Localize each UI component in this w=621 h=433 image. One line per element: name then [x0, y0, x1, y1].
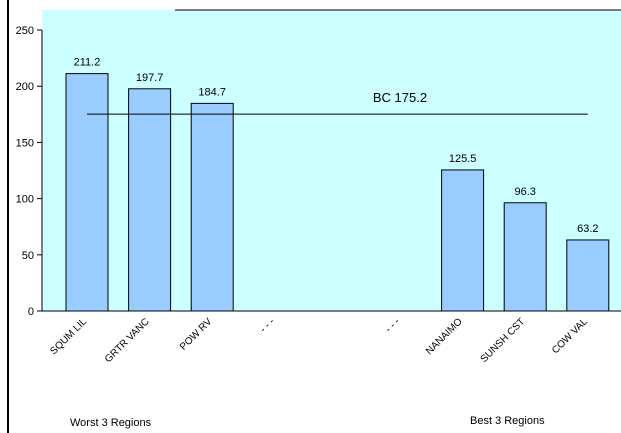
- data-label: 184.7: [198, 86, 226, 98]
- footnote: Worst 3 Regions: [70, 417, 152, 429]
- bar: [566, 239, 610, 312]
- data-label: 197.7: [136, 72, 164, 84]
- x-tick-label: SUNSH CST: [479, 316, 528, 365]
- y-tick-label: 100: [16, 194, 34, 206]
- data-label: 125.5: [449, 153, 477, 165]
- y-tick-label: 50: [22, 250, 34, 262]
- y-tick-label: 250: [16, 25, 34, 37]
- bar: [65, 73, 109, 312]
- x-tick-label: - - -: [258, 316, 277, 335]
- x-tick-label: COW VAL: [550, 316, 590, 356]
- x-tick-label: POW RV: [178, 316, 215, 353]
- x-tick-label: GRTR VANC: [103, 316, 152, 365]
- y-tick-label: 150: [16, 137, 34, 149]
- bar: [441, 169, 485, 312]
- x-tick-label: - - -: [383, 316, 402, 335]
- data-label: 63.2: [577, 223, 598, 235]
- bar: [503, 202, 547, 312]
- x-tick-label: NANAIMO: [424, 316, 465, 357]
- bar: [128, 88, 172, 312]
- reference-label: BC 175.2: [373, 90, 427, 105]
- y-tick-label: 200: [16, 81, 34, 93]
- bar: [190, 102, 234, 312]
- footnote: Best 3 Regions: [470, 415, 545, 427]
- data-label: 96.3: [514, 186, 535, 198]
- y-tick-label: 0: [28, 306, 34, 318]
- data-label: 211.2: [74, 57, 101, 69]
- x-tick-label: SQUM LIL: [48, 316, 89, 357]
